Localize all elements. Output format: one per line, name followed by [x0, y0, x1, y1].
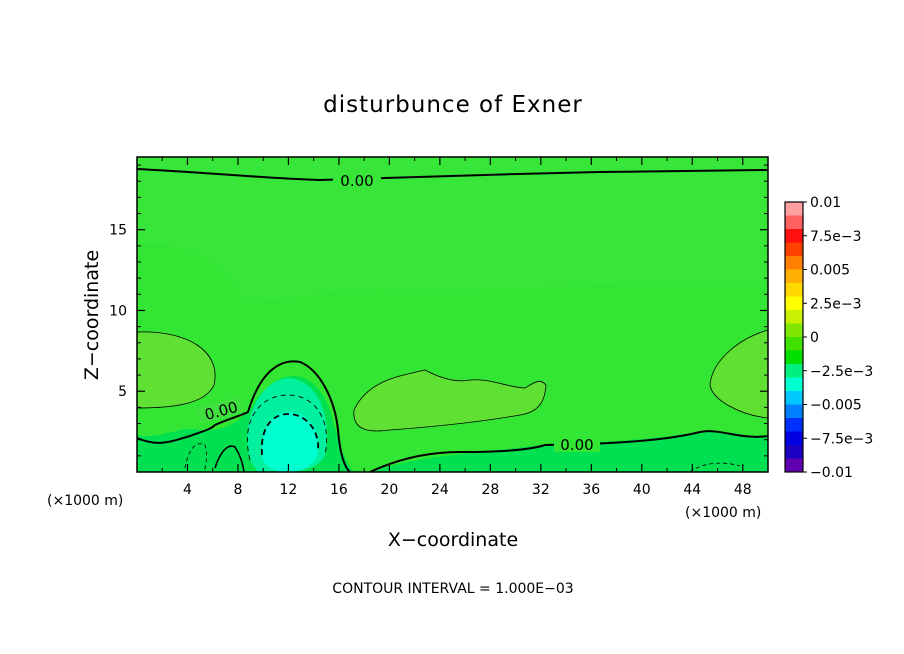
- y-tick-label: 10: [109, 303, 127, 319]
- plot-frame: [136, 156, 769, 473]
- x-tick-label: 40: [633, 482, 651, 498]
- colorbar-label: 0: [810, 330, 819, 346]
- colorbar-swatch: [785, 269, 803, 284]
- contour-zero-lower-right: [369, 430, 768, 472]
- colorbar-label: 0.01: [810, 195, 841, 211]
- x-axis-title: X−coordinate: [388, 529, 518, 551]
- clabel-bg-3: [554, 436, 600, 452]
- colorbar-label: −7.5e−3: [810, 431, 873, 447]
- left-lobe-region: [137, 331, 216, 408]
- cold-core-center-region: [261, 412, 319, 472]
- contour-interval-note: CONTOUR INTERVAL = 1.000E−03: [332, 581, 573, 597]
- contour-left-lobe: [137, 331, 216, 409]
- colorbar-swatch: [785, 445, 803, 459]
- contour-label-1: 0.00: [340, 172, 373, 190]
- contour-field: 0.00 0.00 0.00: [137, 157, 768, 472]
- colorbar-swatch: [785, 458, 803, 473]
- x-axis-ticks: 4 8 12 16 20 24 28 32 36 40 44 48: [161, 157, 752, 498]
- upper-band-region: [137, 157, 768, 301]
- x-tick-label: 8: [233, 482, 242, 498]
- contour-label-3: 0.00: [560, 436, 593, 454]
- colorbar-swatch: [785, 283, 803, 297]
- x-tick-label: 24: [431, 482, 449, 498]
- x-tick-label: 44: [683, 482, 701, 498]
- colorbar-swatch: [785, 431, 803, 446]
- colorbar-swatch: [785, 418, 803, 432]
- x-tick-label: 32: [532, 482, 550, 498]
- contour-zero-top: [137, 168, 768, 182]
- y-axis-title: Z−coordinate: [81, 250, 103, 380]
- contour-neg-small-left: [184, 443, 207, 472]
- colorbar-swatch: [785, 337, 803, 351]
- x-tick-label: 12: [280, 482, 298, 498]
- colorbar-swatch: [785, 296, 803, 311]
- colorbar-label: 2.5e−3: [810, 296, 862, 312]
- colorbar-label: 0.005: [810, 263, 850, 279]
- x-tick-label: 28: [481, 482, 499, 498]
- contour-zero-lower-left: [137, 360, 351, 472]
- colorbar: 0.01 7.5e−3 0.005 2.5e−3 0 −2.5e−3 −0.005 −7.5e…: [784, 195, 873, 481]
- colorbar-swatch: [785, 310, 803, 324]
- colorbar-swatch: [785, 215, 803, 230]
- contour-neg-2: [260, 413, 319, 456]
- clabel-bg-2: [196, 396, 244, 424]
- contour-right-lobe: [709, 329, 768, 419]
- colorbar-swatch: [785, 350, 803, 365]
- colorbar-swatch: [785, 364, 803, 378]
- colorbar-swatch: [785, 202, 803, 216]
- colorbar-label: −2.5e−3: [810, 364, 873, 380]
- contour-middle-lobe: [353, 369, 547, 432]
- colorbar-swatch: [785, 242, 803, 257]
- x-tick-label: 20: [380, 482, 398, 498]
- y-tick-label: 5: [118, 384, 127, 400]
- colorbar-swatch: [785, 323, 803, 338]
- colorbar-label: −0.005: [810, 398, 862, 414]
- y-axis-ticks: 5 10 15: [109, 164, 768, 457]
- colorbar-label: 7.5e−3: [810, 229, 862, 245]
- x-left-unit: (×1000 m): [47, 493, 123, 509]
- middle-lobe-region: [353, 370, 546, 431]
- colorbar-swatch: [785, 377, 803, 392]
- x-tick-label: 48: [734, 482, 752, 498]
- x-tick-label: 16: [330, 482, 348, 498]
- colorbar-swatch: [785, 229, 803, 243]
- x-tick-label: 36: [582, 482, 600, 498]
- contour-small-hill: [214, 445, 245, 472]
- colorbar-swatch: [785, 256, 803, 270]
- x-right-unit: (×1000 m): [685, 505, 761, 521]
- right-lobe-region: [710, 330, 768, 418]
- y-tick-label: 15: [109, 223, 127, 239]
- colorbar-swatch: [785, 404, 803, 419]
- clabel-bg-1: [333, 172, 381, 188]
- colorbar-swatch: [785, 391, 803, 405]
- colorbar-label: −0.01: [810, 465, 853, 481]
- x-tick-label: 4: [183, 482, 192, 498]
- chart-title: disturbunce of Exner: [323, 92, 583, 118]
- contour-neg-1: [246, 394, 327, 461]
